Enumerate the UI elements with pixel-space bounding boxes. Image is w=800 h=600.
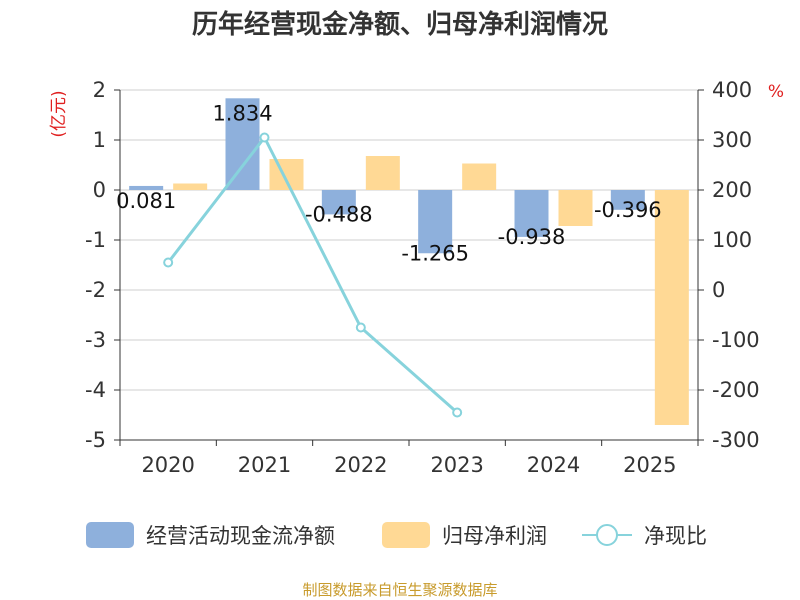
- left-tick-label: 0: [93, 178, 106, 202]
- cashflow-bar: [610, 190, 645, 210]
- right-tick-label: -200: [712, 378, 760, 402]
- left-tick-label: 2: [93, 78, 106, 102]
- ratio-point: [163, 257, 174, 268]
- right-tick-label: 300: [712, 128, 752, 152]
- x-tick-label: 2023: [430, 453, 483, 477]
- x-tick-label: 2021: [238, 453, 291, 477]
- cashflow-bar: [129, 185, 164, 190]
- legend-ratio-label: 净现比: [644, 524, 707, 548]
- net-profit-bar: [558, 190, 593, 226]
- ratio-point: [355, 322, 366, 333]
- ratio-line: [163, 132, 463, 418]
- axes: 2 1 0 -1 -2 -3 -4 -5 400 300 200 100 0 -100 -200 -300 (亿…: [49, 78, 784, 477]
- right-tick-label: 0: [712, 278, 725, 302]
- legend-cashflow-label: 经营活动现金流净额: [146, 524, 335, 548]
- cashflow-data-label: -0.396: [594, 198, 662, 222]
- left-axis-unit: (亿元): [49, 90, 69, 137]
- right-tick-label: 100: [712, 228, 752, 252]
- right-tick-label: -100: [712, 328, 760, 352]
- right-axis-unit: %: [768, 82, 784, 102]
- left-tick-label: -3: [85, 328, 106, 352]
- ratio-line-path: [166, 134, 459, 414]
- ratio-point: [259, 132, 270, 143]
- x-tick-label: 2020: [141, 453, 194, 477]
- data-labels: 0.081 1.834 -0.488 -1.265 -0.938 -0.396: [116, 101, 662, 265]
- grid-lines: [120, 89, 698, 441]
- left-tick-label: -5: [85, 428, 106, 452]
- left-tick-label: -1: [85, 228, 106, 252]
- cashflow-bar: [225, 98, 260, 190]
- cashflow-data-label: -0.488: [305, 202, 373, 226]
- x-tick-label: 2025: [623, 453, 676, 477]
- cashflow-data-label: 1.834: [212, 101, 272, 125]
- net-profit-bar: [365, 156, 400, 190]
- left-tick-label: -4: [85, 378, 106, 402]
- legend: 经营活动现金流净额 归母净利润 净现比: [86, 522, 707, 548]
- cashflow-bar: [514, 190, 549, 237]
- cashflow-data-label: 0.081: [116, 189, 176, 213]
- left-tick-label: -2: [85, 278, 106, 302]
- right-tick-label: 400: [712, 78, 752, 102]
- cashflow-data-label: -1.265: [401, 241, 469, 265]
- cashflow-bar: [418, 190, 453, 254]
- chart-title: 历年经营现金净额、归母净利润情况: [192, 9, 608, 40]
- x-tick-label: 2024: [527, 453, 580, 477]
- cashflow-data-label: -0.938: [498, 225, 566, 249]
- x-tick-label: 2022: [334, 453, 387, 477]
- left-tick-label: 1: [93, 128, 106, 152]
- right-tick-label: 200: [712, 178, 752, 202]
- net-profit-bar: [269, 159, 304, 190]
- net-profit-bar: [173, 183, 208, 190]
- legend-ratio-swatch-marker: [596, 524, 618, 546]
- right-tick-label: -300: [712, 428, 760, 452]
- source-note: 制图数据来自恒生聚源数据库: [302, 581, 497, 599]
- bars: [129, 98, 689, 425]
- ratio-point: [452, 407, 463, 418]
- legend-net-profit-swatch: [382, 522, 430, 548]
- legend-cashflow-swatch: [86, 522, 134, 548]
- legend-net-profit-label: 归母净利润: [442, 524, 547, 548]
- cashflow-bar: [321, 190, 356, 215]
- net-profit-bar: [654, 190, 689, 425]
- net-profit-bar: [462, 163, 497, 190]
